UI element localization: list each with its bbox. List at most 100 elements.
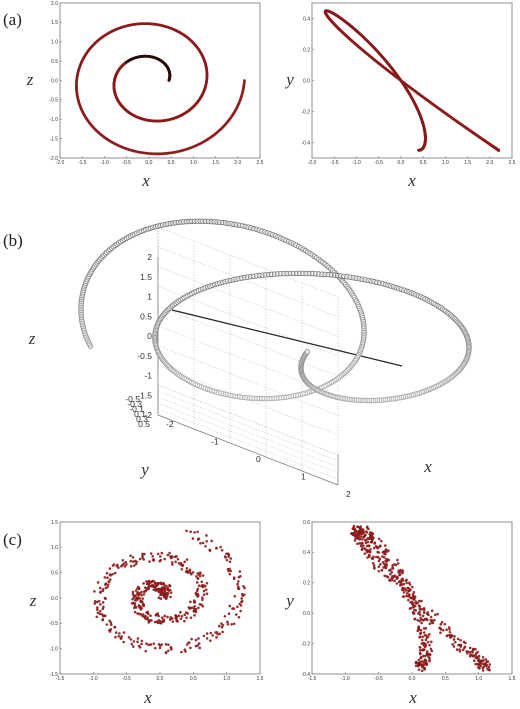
data-point	[423, 634, 427, 637]
data-point	[356, 525, 360, 529]
data-point	[191, 571, 195, 574]
data-point	[359, 527, 362, 530]
data-point	[429, 647, 433, 651]
data-point	[396, 558, 399, 562]
data-point	[418, 651, 422, 655]
data-point	[140, 642, 143, 646]
data-point	[101, 601, 105, 604]
data-point	[199, 541, 202, 545]
data-point	[365, 531, 369, 534]
data-point	[171, 563, 174, 566]
data-point	[474, 656, 478, 660]
data-point	[426, 640, 430, 644]
data-point	[158, 646, 162, 650]
x-tick-label: 0.5	[190, 676, 197, 682]
x-tick-label: -0.5	[122, 676, 131, 682]
data-point	[194, 610, 198, 614]
data-point	[202, 634, 206, 638]
data-point	[108, 619, 111, 623]
x-tick-label: -1.5	[78, 160, 87, 166]
y-tick-label: 0.4	[303, 550, 310, 556]
data-point	[411, 594, 415, 598]
x-tick-label: -0.5	[374, 160, 383, 166]
data-point	[409, 596, 413, 600]
y-tick-label: 1.0	[51, 545, 58, 551]
data-point	[189, 600, 192, 604]
data-point	[185, 558, 189, 561]
data-point	[180, 567, 184, 571]
data-point	[189, 530, 192, 534]
data-point	[421, 635, 424, 639]
data-point	[225, 552, 228, 555]
data-point	[371, 557, 375, 560]
x-tick-label: -2	[166, 419, 174, 429]
data-point	[93, 602, 97, 605]
y-tick-label: 0.0	[51, 78, 58, 84]
data-point	[166, 649, 170, 653]
data-point	[150, 580, 153, 584]
y-tick-label: 0.3	[136, 414, 148, 424]
y-axis-label: y	[284, 591, 294, 610]
data-point	[369, 547, 372, 551]
data-point	[448, 630, 452, 634]
x-tick-label: -1.0	[341, 676, 350, 682]
data-point	[402, 590, 406, 594]
data-point	[140, 593, 143, 597]
data-point	[160, 587, 163, 590]
data-point	[217, 624, 221, 628]
data-point	[384, 565, 388, 569]
data-point	[384, 544, 387, 547]
x-tick-label: 2.5	[257, 160, 264, 166]
data-point	[179, 561, 183, 565]
data-point	[452, 638, 456, 641]
data-point	[366, 537, 370, 541]
data-point	[430, 609, 434, 612]
data-point	[152, 642, 156, 645]
data-point	[192, 609, 196, 613]
x-tick-label: -2.0	[308, 160, 317, 166]
x-tick-label: -1.0	[352, 160, 361, 166]
y-tick-label: -1.0	[49, 646, 58, 652]
data-point	[402, 595, 405, 598]
data-point	[422, 654, 425, 658]
data-point	[107, 580, 111, 583]
x-tick-label: -0.5	[374, 676, 383, 682]
data-point	[225, 558, 229, 562]
data-point	[424, 627, 428, 630]
data-point	[152, 588, 156, 591]
data-point	[353, 527, 357, 531]
data-point	[97, 599, 101, 603]
data-point	[243, 79, 246, 82]
data-point	[228, 572, 232, 576]
y-tick-label: 0.0	[303, 78, 310, 84]
data-point	[239, 574, 242, 578]
data-point	[171, 555, 174, 559]
data-point	[405, 594, 408, 598]
data-point	[398, 573, 401, 577]
data-point	[485, 660, 489, 664]
y-tick-label: 2.0	[51, 1, 58, 7]
data-point	[103, 614, 107, 618]
data-point	[466, 650, 470, 653]
grid-line	[157, 246, 339, 317]
data-point	[393, 579, 396, 583]
data-point	[426, 612, 429, 616]
data-point	[136, 612, 139, 615]
data-point	[230, 622, 233, 626]
data-point	[468, 655, 472, 658]
data-point	[404, 589, 408, 592]
data-point	[185, 643, 189, 646]
data-point	[161, 591, 164, 594]
data-point	[373, 541, 377, 545]
data-point	[380, 539, 383, 543]
data-point	[422, 611, 426, 614]
y-tick-label: 0.1	[134, 409, 146, 419]
data-point	[119, 636, 123, 640]
data-point	[439, 628, 443, 631]
data-point	[147, 643, 150, 647]
data-point	[237, 580, 240, 583]
data-point	[363, 533, 367, 537]
data-point	[420, 669, 424, 673]
data-point	[145, 580, 148, 583]
data-point	[170, 617, 174, 620]
